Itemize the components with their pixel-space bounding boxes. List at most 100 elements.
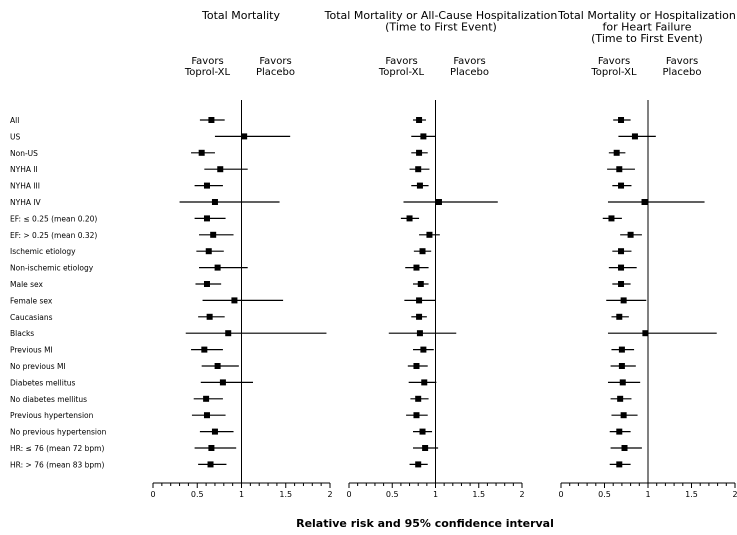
point-estimate xyxy=(642,330,649,337)
favors-left-label: Toprol-XL xyxy=(590,67,637,78)
point-estimate xyxy=(413,412,420,419)
favors-right-label: Placebo xyxy=(662,67,701,78)
point-estimate xyxy=(413,363,420,369)
x-tick-label: 1.5 xyxy=(279,490,292,499)
panel: Total MortalityFavorsToprol-XLFavorsPlac… xyxy=(150,9,332,499)
point-estimate xyxy=(198,149,205,156)
row-label: No diabetes mellitus xyxy=(10,395,87,404)
point-estimate xyxy=(416,182,423,189)
point-estimate xyxy=(641,199,648,205)
point-estimate xyxy=(618,363,625,369)
point-estimate xyxy=(420,133,427,140)
row-label: EF: ≤ 0.25 (mean 0.20) xyxy=(10,214,97,223)
point-estimate xyxy=(618,264,625,271)
point-estimate xyxy=(619,379,626,386)
x-tick-label: 2 xyxy=(327,490,332,499)
row-labels: All US Non-US NYHA II NYHA III NYHA IV EF: ≤ 0… xyxy=(10,116,107,469)
favors-right-label: Placebo xyxy=(450,67,489,78)
row-label: Previous MI xyxy=(10,346,53,355)
favors-right-label: Favors xyxy=(259,56,291,67)
point-estimate xyxy=(241,133,248,140)
x-tick-label: 2 xyxy=(732,490,737,499)
point-estimate xyxy=(616,461,623,468)
row-label: Diabetes mellitus xyxy=(10,378,76,387)
point-estimate xyxy=(618,248,625,255)
point-estimate xyxy=(413,264,420,271)
favors-right-label: Favors xyxy=(666,56,698,67)
point-estimate xyxy=(207,461,214,468)
row-label: Previous hypertension xyxy=(10,411,94,420)
point-estimate xyxy=(219,379,226,386)
x-tick-label: 1.5 xyxy=(472,490,485,499)
row-label: NYHA II xyxy=(10,165,38,174)
favors-left-label: Favors xyxy=(385,56,417,67)
row-label: NYHA IV xyxy=(10,198,42,207)
point-estimate xyxy=(214,264,221,271)
point-estimate xyxy=(201,346,208,353)
point-estimate xyxy=(618,346,625,353)
point-estimate xyxy=(203,182,210,189)
panel-title: for Heart Failure xyxy=(603,21,692,34)
point-estimate xyxy=(415,395,422,402)
favors-right-label: Favors xyxy=(453,56,485,67)
x-tick-label: 0 xyxy=(150,490,155,499)
x-tick-label: 1 xyxy=(239,490,244,499)
point-estimate xyxy=(620,297,627,304)
point-estimate xyxy=(421,379,428,386)
point-estimate xyxy=(210,231,217,238)
point-estimate xyxy=(616,313,623,320)
favors-left-label: Toprol-XL xyxy=(184,67,231,78)
point-estimate xyxy=(206,313,213,320)
point-estimate xyxy=(613,149,620,156)
point-estimate xyxy=(426,231,433,238)
panel-title: Total Mortality or Hospitalization xyxy=(557,9,736,22)
row-label: All xyxy=(10,116,19,125)
row-label: US xyxy=(10,132,20,141)
point-estimate xyxy=(631,133,638,140)
point-estimate xyxy=(203,412,210,419)
point-estimate xyxy=(231,297,238,304)
point-estimate xyxy=(419,428,426,435)
point-estimate xyxy=(616,428,623,435)
panel-title: (Time to First Event) xyxy=(385,21,497,34)
x-tick-label: 0.5 xyxy=(386,490,399,499)
panel: Total Mortality or All-Cause Hospitaliza… xyxy=(324,9,558,499)
x-axis-label: Relative risk and 95% confidence interva… xyxy=(296,517,554,530)
point-estimate xyxy=(620,412,627,419)
favors-left-label: Favors xyxy=(598,56,630,67)
row-label: No previous hypertension xyxy=(10,428,107,437)
x-tick-label: 1.5 xyxy=(685,490,698,499)
point-estimate xyxy=(420,346,427,353)
x-tick-label: 0 xyxy=(558,490,563,499)
row-label: HR: ≤ 76 (mean 72 bpm) xyxy=(10,444,104,453)
point-estimate xyxy=(203,281,210,287)
x-tick-label: 1 xyxy=(645,490,650,499)
point-estimate xyxy=(203,395,210,402)
point-estimate xyxy=(416,297,423,304)
point-estimate xyxy=(225,330,232,337)
x-tick-label: 1 xyxy=(433,490,438,499)
x-tick-label: 0.5 xyxy=(598,490,611,499)
x-tick-label: 0 xyxy=(346,490,351,499)
point-estimate xyxy=(416,330,423,337)
point-estimate xyxy=(621,445,628,451)
point-estimate xyxy=(419,248,426,255)
panel-title: Total Mortality or All-Cause Hospitaliza… xyxy=(324,9,558,22)
row-label: Female sex xyxy=(10,296,53,305)
row-label: Male sex xyxy=(10,280,44,289)
point-estimate xyxy=(618,117,625,123)
row-label: EF: > 0.25 (mean 0.32) xyxy=(10,231,97,240)
row-label: HR: > 76 (mean 83 bpm) xyxy=(10,460,104,469)
point-estimate xyxy=(416,149,423,156)
row-label: No previous MI xyxy=(10,362,66,371)
point-estimate xyxy=(208,445,215,451)
row-label: Caucasians xyxy=(10,313,53,322)
point-estimate xyxy=(608,215,615,222)
point-estimate xyxy=(217,166,224,173)
point-estimate xyxy=(203,215,210,222)
point-estimate xyxy=(627,231,634,238)
x-tick-label: 0.5 xyxy=(191,490,204,499)
point-estimate xyxy=(417,281,424,287)
panel-title: Total Mortality xyxy=(201,9,280,22)
